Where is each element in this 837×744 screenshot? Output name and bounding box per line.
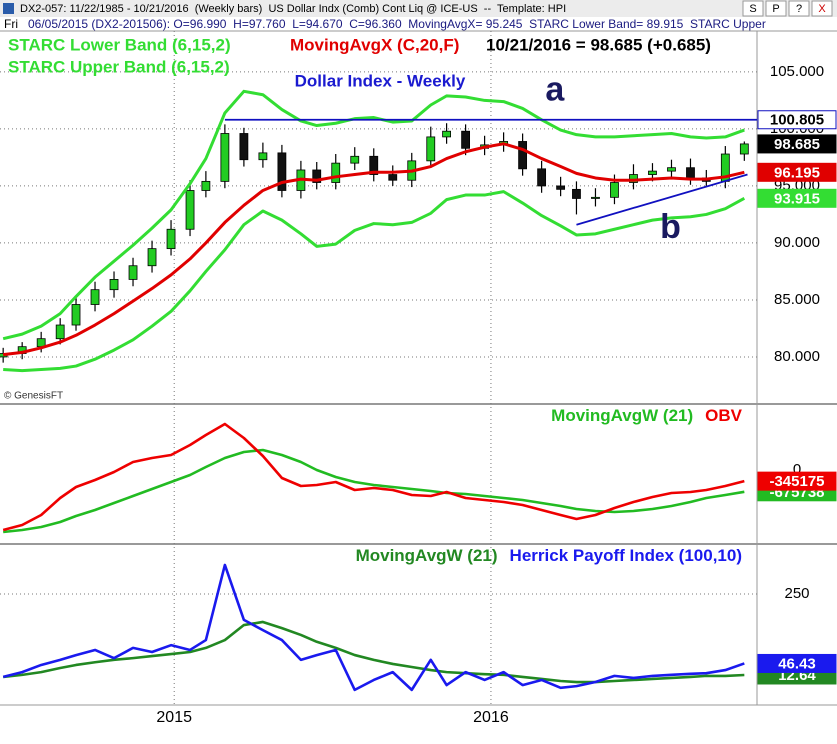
legend-entry: MovingAvgW (21) [551, 406, 693, 425]
obv-panel [2, 422, 745, 534]
candle-body [648, 170, 657, 175]
candle-body [166, 228, 176, 250]
candle-body [572, 188, 581, 199]
button-frame[interactable] [742, 0, 764, 17]
legend-entry: MovingAvgX (C,20,F) [290, 35, 459, 54]
trend-line [576, 173, 748, 226]
candle-body [128, 265, 138, 280]
value-tag [757, 471, 837, 491]
last-bar-label: 10/21/2016 = 98.685 (+0.685) [486, 35, 711, 54]
price-panel [0, 71, 757, 373]
series-line [2, 563, 745, 692]
annotation: a [545, 71, 565, 109]
y-tick-label: 105.000 [770, 63, 824, 80]
button-frame[interactable] [788, 0, 810, 17]
hpi-panel [0, 563, 757, 692]
labels: 80.00085.00090.00095.000100.000105.000a1… [4, 35, 837, 726]
candle-body [201, 180, 211, 191]
candle-body [426, 136, 436, 162]
value-tag-label: -345175 [769, 473, 824, 490]
candle-body [518, 141, 528, 170]
value-tag-label: 96.195 [774, 164, 820, 181]
x-tick-label: 2015 [156, 709, 192, 726]
value-tag [757, 134, 837, 154]
button-label[interactable]: S [749, 3, 756, 15]
candle-body [258, 152, 268, 161]
series-line [3, 190, 746, 373]
value-tag-label: 93.915 [774, 190, 820, 207]
candle-body [610, 182, 619, 198]
candle-body [312, 169, 322, 183]
series-line [2, 142, 745, 357]
y-tick-label: 85.000 [774, 291, 820, 308]
candle-body [537, 168, 547, 187]
x-grid [173, 31, 492, 705]
candle-body [686, 167, 695, 179]
series-line [3, 620, 745, 684]
series-line [3, 448, 745, 534]
info-day: Fri [4, 17, 18, 31]
window-buttons: S P ? X [742, 0, 833, 17]
title-bar-text: DX2-057: 11/22/1985 - 10/21/2016 (Weekly… [20, 3, 566, 15]
y-tick-label: 90.000 [774, 234, 820, 251]
app-icon [3, 3, 14, 14]
candle-body [331, 162, 341, 183]
button-frame[interactable] [765, 0, 787, 17]
x-tick-label: 2016 [473, 709, 509, 726]
annotation: b [660, 208, 681, 246]
candle-body [556, 185, 566, 190]
credit: © GenesisFT [4, 391, 63, 402]
legend-entry: STARC Lower Band (6,15,2) [8, 35, 231, 54]
series-line [2, 89, 745, 341]
y-tick-label: 0 [793, 461, 801, 478]
series-line [2, 422, 745, 532]
candle-body [277, 152, 287, 191]
info-line: 06/05/2015 (DX2-201506): O=96.990 H=97.7… [28, 17, 766, 31]
legend-entry: STARC Upper Band (6,15,2) [8, 57, 230, 76]
legend-entry: OBV [705, 406, 743, 425]
value-tag [757, 653, 837, 673]
legend: MovingAvgW (21) OBV [551, 406, 742, 425]
button-label[interactable]: ? [796, 3, 802, 15]
value-tag [757, 188, 837, 208]
candle-body [739, 143, 749, 155]
chart-title: Dollar Index - Weekly [295, 71, 466, 90]
legend-entry: MovingAvgW (21) [356, 546, 498, 565]
candle-body [350, 155, 360, 164]
title-bar [0, 0, 837, 17]
y-tick-label: 80.000 [774, 348, 820, 365]
value-tag-label: 100.805 [770, 112, 824, 129]
candle-body [220, 133, 230, 182]
candle-body [388, 174, 398, 181]
candle-body [147, 248, 157, 267]
candle-body [90, 289, 100, 305]
candle-body [239, 133, 249, 161]
candle-body [185, 190, 195, 230]
candle-body [591, 196, 600, 199]
value-tag [757, 162, 837, 182]
button-label[interactable]: X [818, 3, 826, 15]
value-tag-label: 46.43 [778, 655, 816, 672]
legend-entry: Herrick Payoff Index (100,10) [510, 546, 742, 565]
candle-body [369, 155, 379, 175]
candle-body [667, 167, 676, 172]
candle-body [55, 324, 65, 340]
legend: MovingAvgW (21) Herrick Payoff Index (100… [356, 546, 742, 565]
y-tick-label: 250 [784, 585, 809, 602]
button-label[interactable]: P [772, 3, 779, 15]
candle-body [71, 304, 81, 326]
candle-body [109, 279, 119, 291]
value-tag [757, 110, 837, 130]
button-frame[interactable] [811, 0, 833, 17]
candle-body [442, 130, 451, 138]
candle-body [461, 130, 471, 149]
value-tag-label: 98.685 [774, 136, 820, 153]
